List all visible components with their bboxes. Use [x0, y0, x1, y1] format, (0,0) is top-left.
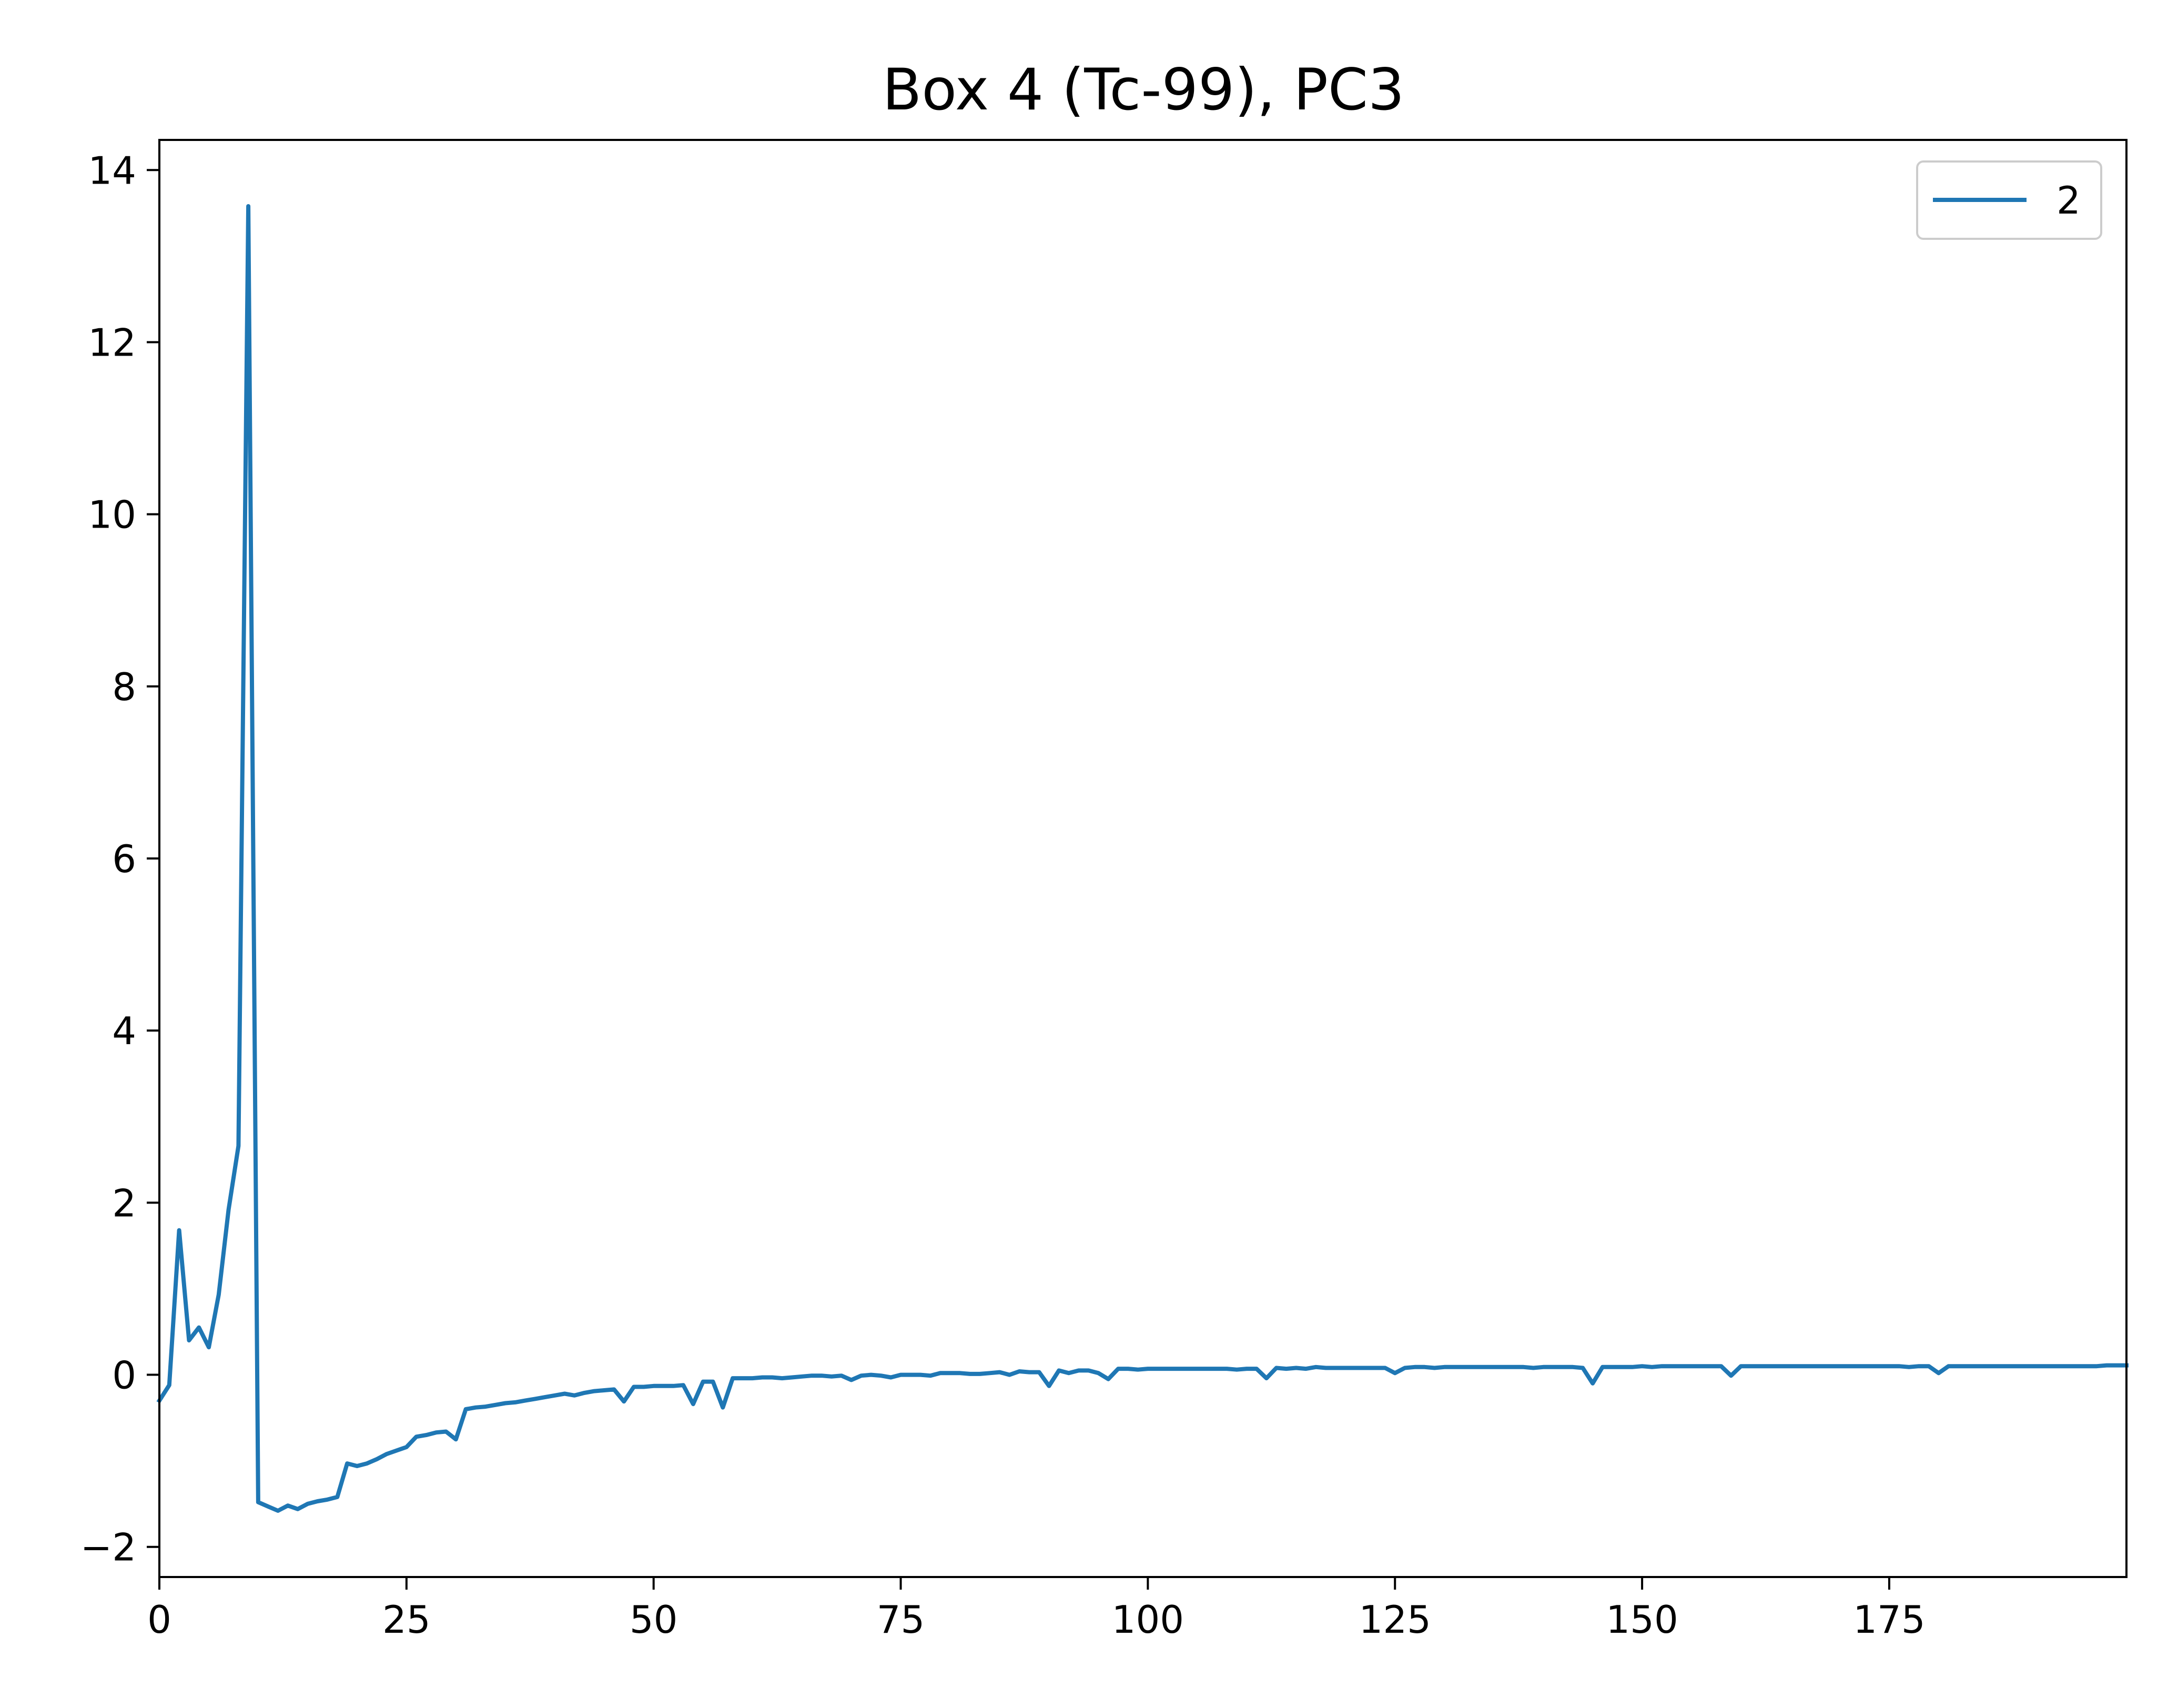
x-tick-label: 50	[630, 1598, 678, 1642]
x-tick-label: 125	[1359, 1598, 1431, 1642]
legend: 2	[1916, 160, 2102, 240]
y-tick-label: 0	[112, 1353, 136, 1398]
y-tick-label: 4	[112, 1009, 136, 1053]
y-tick-label: 14	[88, 148, 136, 193]
x-tick-label: 175	[1853, 1598, 1925, 1642]
y-tick-label: 12	[88, 320, 136, 365]
x-tick-label: 75	[877, 1598, 925, 1642]
y-axis: −2 0 2 4 6 8 10 12 14	[80, 148, 159, 1570]
y-tick-label: 2	[112, 1181, 136, 1225]
y-tick-label: 10	[88, 493, 136, 537]
y-tick-label: −2	[80, 1525, 136, 1570]
x-tick-label: 0	[147, 1598, 171, 1642]
x-tick-label: 25	[382, 1598, 431, 1642]
series-line	[156, 204, 2129, 1513]
y-tick-label: 6	[112, 837, 136, 881]
x-tick-label: 100	[1112, 1598, 1184, 1642]
chart-title: Box 4 (Tc-99), PC3	[883, 56, 1405, 123]
legend-label: 2	[2057, 178, 2081, 223]
x-axis: 0 25 50 75 100 125 150 175	[147, 1577, 1926, 1642]
series-1	[156, 204, 2129, 1513]
x-tick-label: 150	[1606, 1598, 1678, 1642]
y-tick-label: 8	[112, 665, 136, 709]
